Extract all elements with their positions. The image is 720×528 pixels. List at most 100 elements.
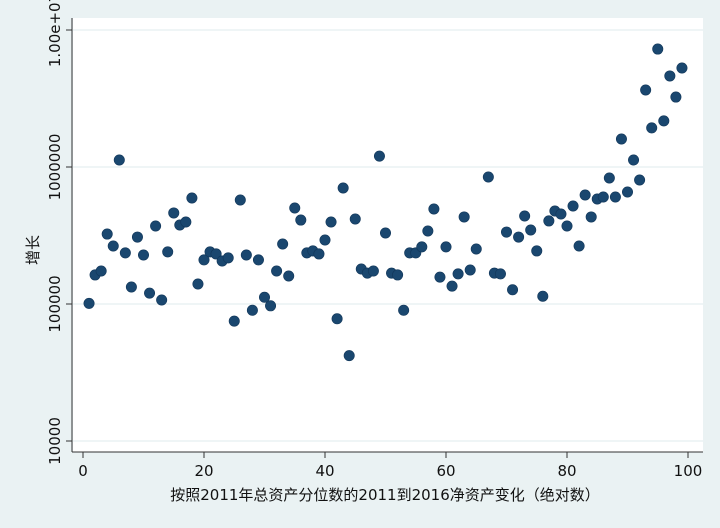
data-point — [373, 150, 385, 162]
data-point — [621, 186, 633, 198]
data-point — [537, 290, 549, 302]
x-ticks: 0 20 40 60 80 100 — [78, 452, 702, 480]
data-point — [246, 304, 258, 316]
data-point — [265, 300, 277, 312]
y-axis-title: 增长 — [24, 235, 42, 265]
x-tick-label: 20 — [194, 462, 213, 480]
data-point — [113, 154, 125, 166]
data-point — [331, 313, 343, 325]
data-point — [337, 182, 349, 194]
data-point — [458, 211, 470, 223]
data-point — [597, 191, 609, 203]
y-ticks: 10000 100000 1000000 1.00e+07 — [46, 0, 72, 465]
data-point — [603, 172, 615, 184]
data-point — [186, 192, 198, 204]
data-point — [258, 291, 270, 303]
data-point — [289, 202, 301, 214]
data-point — [615, 133, 627, 145]
data-point — [144, 287, 156, 299]
data-point — [434, 271, 446, 283]
data-point — [664, 70, 676, 82]
data-point — [500, 226, 512, 238]
x-tick-label: 80 — [557, 462, 576, 480]
gridlines — [73, 29, 703, 442]
data-point — [295, 214, 307, 226]
x-tick-label: 60 — [436, 462, 455, 480]
x-tick-label: 100 — [674, 462, 703, 480]
data-point — [585, 211, 597, 223]
data-point — [271, 265, 283, 277]
data-points — [83, 43, 688, 362]
data-point — [543, 215, 555, 227]
data-point — [494, 268, 506, 280]
data-point — [531, 245, 543, 257]
data-point — [150, 220, 162, 232]
data-point — [652, 43, 664, 55]
data-point — [156, 294, 168, 306]
data-point — [283, 270, 295, 282]
x-tick-label: 0 — [78, 462, 88, 480]
data-point — [398, 304, 410, 316]
data-point — [95, 265, 107, 277]
data-point — [240, 249, 252, 261]
y-tick-label: 10000 — [46, 417, 64, 465]
data-point — [228, 315, 240, 327]
y-tick-label: 100000 — [46, 275, 64, 332]
x-axis-title: 按照2011年总资产分位数的2011到2016净资产变化（绝对数） — [170, 486, 600, 504]
data-point — [119, 247, 131, 259]
data-point — [507, 284, 519, 296]
data-point — [180, 216, 192, 228]
data-point — [252, 254, 264, 266]
x-tick-label: 40 — [315, 462, 334, 480]
data-point — [210, 248, 222, 260]
data-point — [440, 241, 452, 253]
data-point — [446, 280, 458, 292]
data-point — [573, 240, 585, 252]
data-point — [349, 213, 361, 225]
data-point — [561, 220, 573, 232]
data-point — [107, 240, 119, 252]
data-point — [198, 254, 210, 266]
data-point — [567, 200, 579, 212]
data-point — [513, 231, 525, 243]
data-point — [416, 241, 428, 253]
data-point — [452, 268, 464, 280]
data-point — [422, 225, 434, 237]
data-point — [319, 234, 331, 246]
data-point — [162, 246, 174, 258]
data-point — [325, 216, 337, 228]
data-point — [131, 231, 143, 243]
data-point — [628, 154, 640, 166]
data-point — [634, 174, 646, 186]
data-point — [234, 194, 246, 206]
y-tick-label: 1000000 — [46, 134, 64, 201]
data-point — [138, 249, 150, 261]
data-point — [579, 189, 591, 201]
data-point — [83, 297, 95, 309]
data-point — [640, 84, 652, 96]
data-point — [343, 350, 355, 362]
data-point — [313, 248, 325, 260]
data-point — [168, 207, 180, 219]
data-point — [525, 224, 537, 236]
data-point — [482, 171, 494, 183]
y-tick-label: 1.00e+07 — [46, 0, 64, 67]
data-point — [470, 243, 482, 255]
data-point — [555, 208, 567, 220]
data-point — [367, 265, 379, 277]
data-point — [277, 238, 289, 250]
data-point — [519, 210, 531, 222]
data-point — [464, 264, 476, 276]
data-point — [676, 62, 688, 74]
data-point — [646, 122, 658, 134]
data-point — [222, 252, 234, 264]
data-point — [379, 227, 391, 239]
data-point — [658, 115, 670, 127]
data-point — [192, 278, 204, 290]
axes — [71, 18, 703, 453]
data-point — [609, 191, 621, 203]
data-point — [101, 228, 113, 240]
data-point — [428, 203, 440, 215]
data-point — [670, 91, 682, 103]
